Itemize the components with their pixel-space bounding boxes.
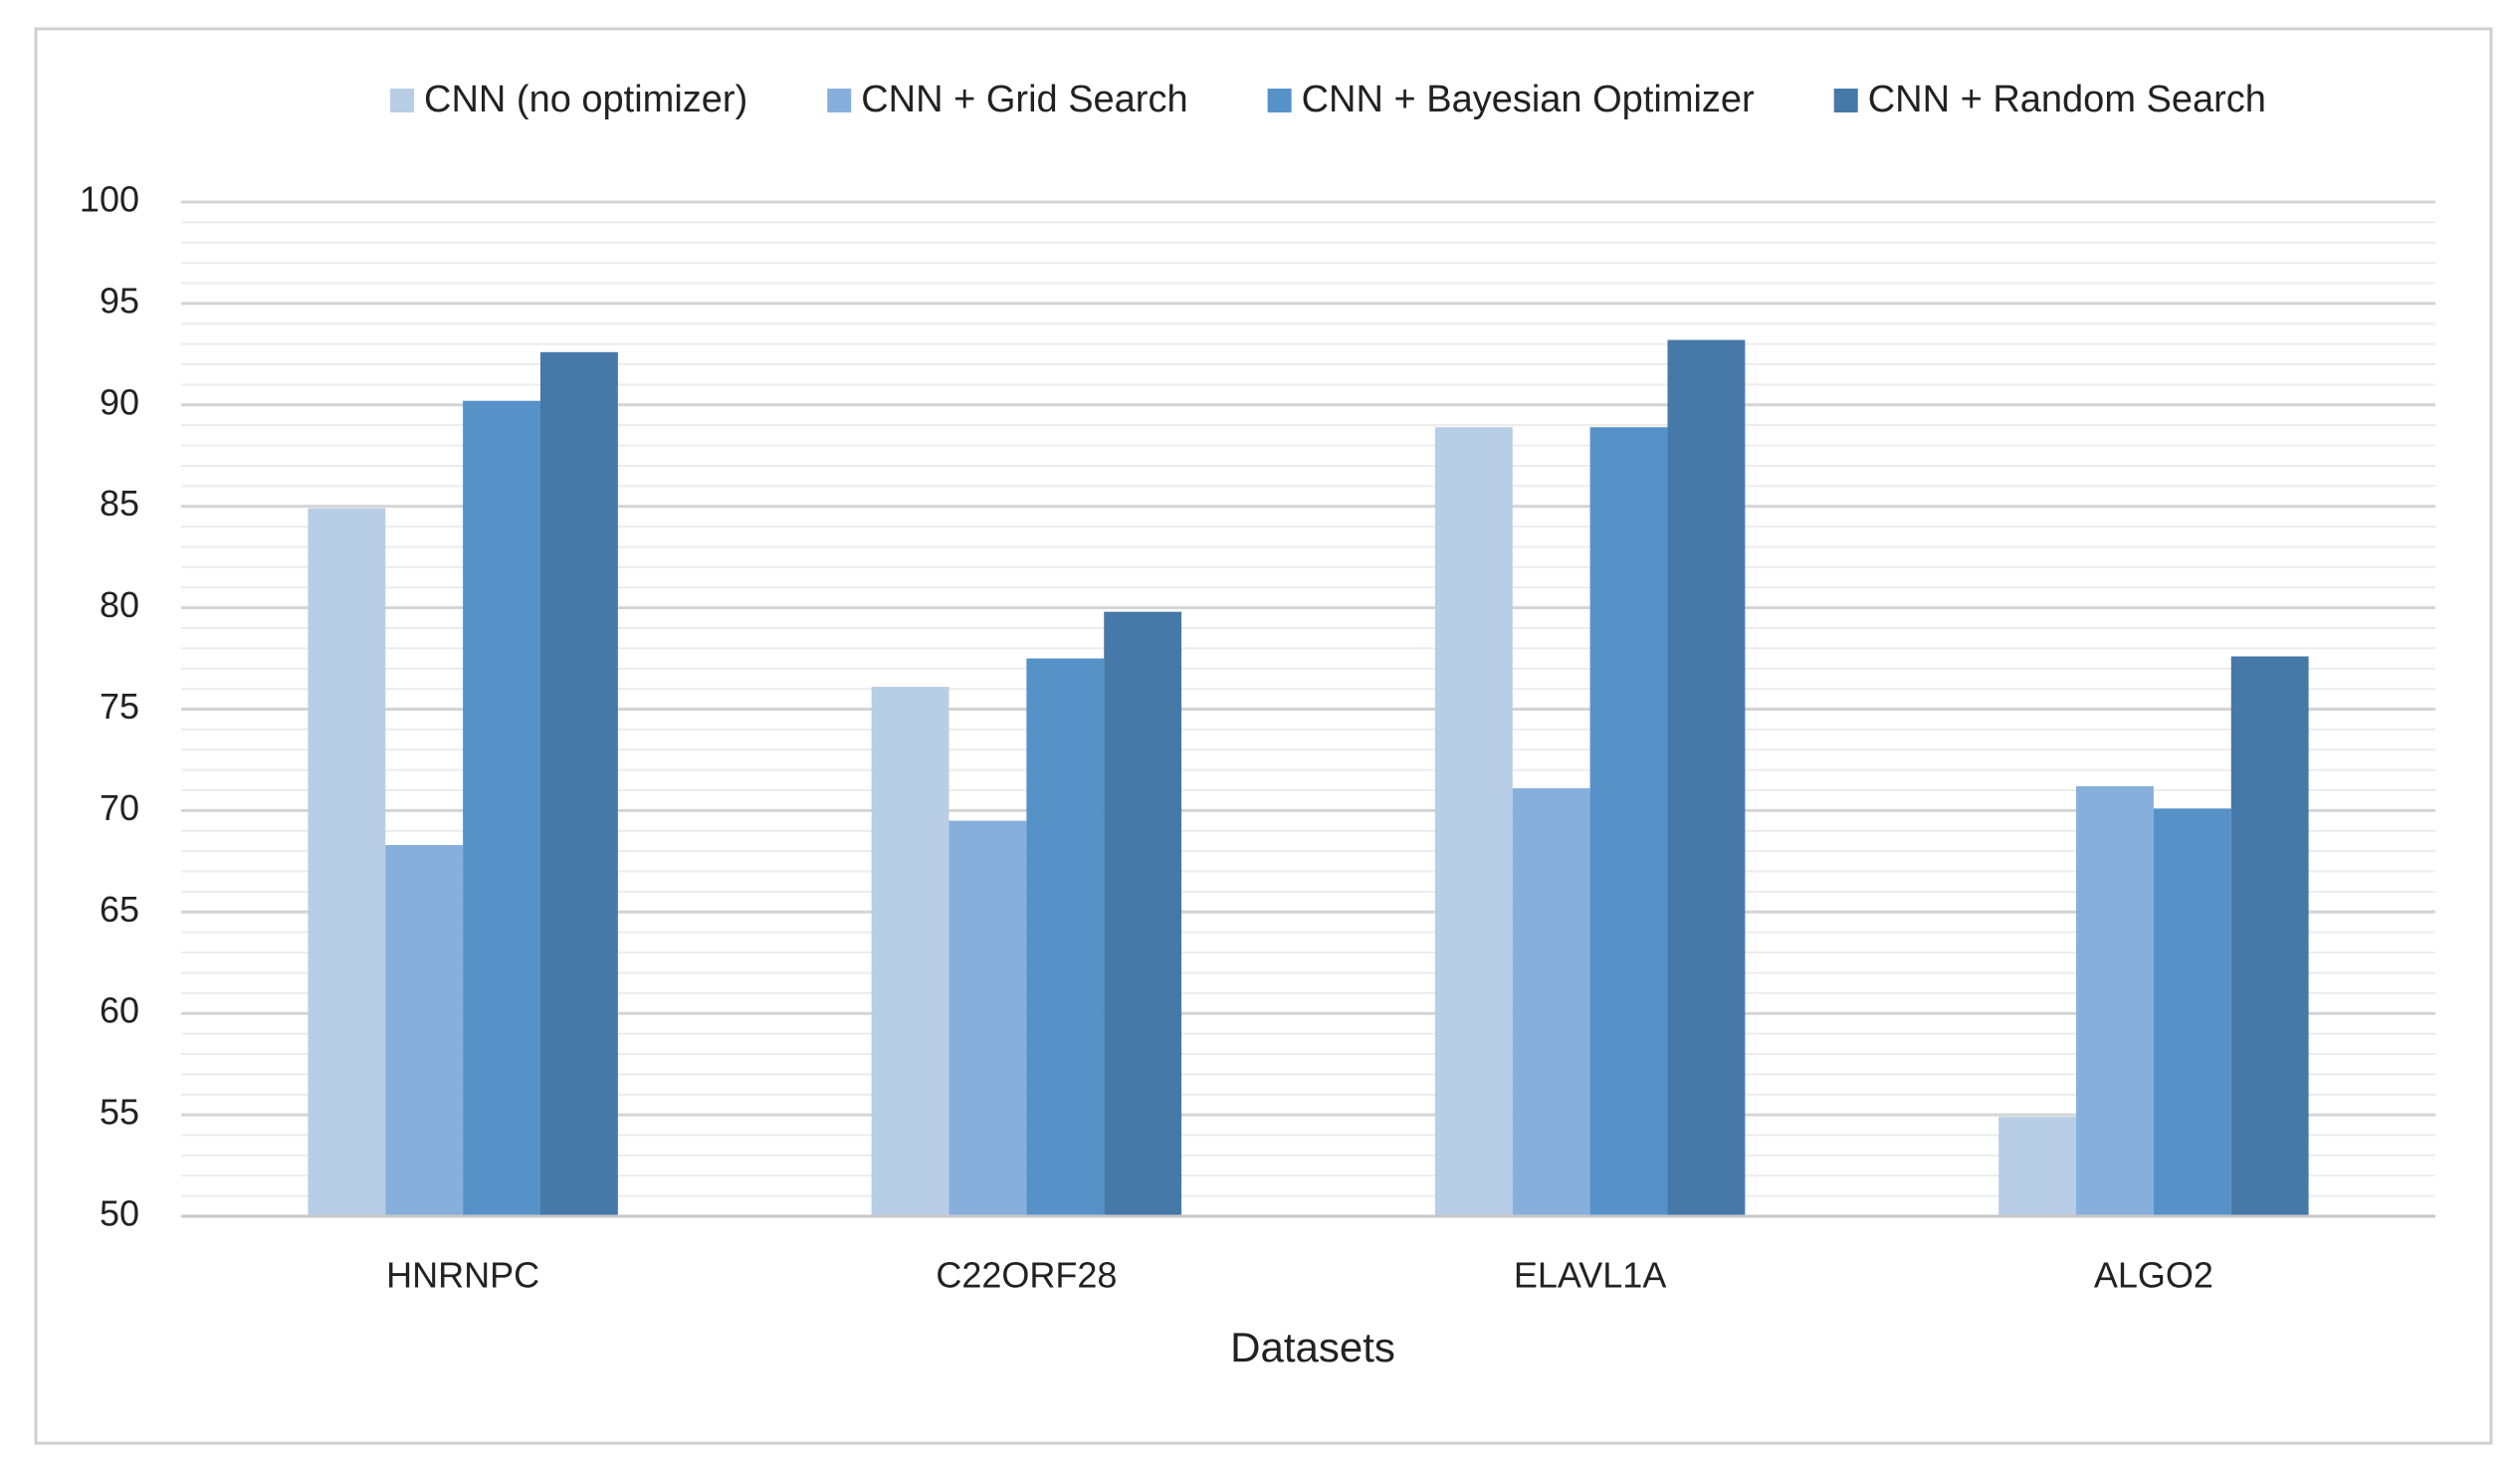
- y-tick-label: 60: [100, 990, 139, 1031]
- legend-label: CNN + Bayesian Optimizer: [1302, 79, 1755, 120]
- bar: [1026, 658, 1105, 1216]
- x-tick-label: C22ORF28: [936, 1255, 1117, 1296]
- legend-swatch: [1833, 89, 1858, 112]
- y-tick-label: 50: [100, 1193, 139, 1234]
- bar: [308, 508, 386, 1216]
- bar: [871, 687, 949, 1216]
- y-tick-label: 90: [100, 381, 139, 422]
- bar: [1998, 1117, 2077, 1216]
- bar: [1589, 427, 1668, 1216]
- y-tick-label: 65: [100, 889, 139, 930]
- y-tick-label: 70: [100, 787, 139, 828]
- legend-label: CNN + Grid Search: [861, 79, 1187, 120]
- x-tick-label: ALGO2: [2094, 1255, 2213, 1296]
- legend-label: CNN + Random Search: [1868, 79, 2266, 120]
- bar: [1104, 611, 1182, 1216]
- bar: [385, 845, 464, 1216]
- bar: [463, 400, 540, 1216]
- legend-swatch: [1267, 89, 1292, 112]
- y-tick-label: 100: [80, 179, 139, 220]
- bar: [948, 820, 1027, 1216]
- y-tick-label: 75: [100, 686, 139, 727]
- y-tick-label: 80: [100, 584, 139, 625]
- chart-frame: [34, 27, 2493, 1445]
- bar: [2230, 656, 2309, 1216]
- y-tick-label: 85: [100, 483, 139, 524]
- x-tick-label: HNRNPC: [386, 1255, 539, 1296]
- bar: [1667, 339, 1746, 1217]
- x-axis-title: Datasets: [1230, 1324, 1395, 1371]
- bar: [2076, 785, 2154, 1216]
- legend-label: CNN (no optimizer): [424, 79, 747, 120]
- bar: [539, 351, 618, 1216]
- x-tick-label: ELAVL1A: [1514, 1255, 1666, 1296]
- bar: [1512, 787, 1590, 1216]
- legend-swatch: [390, 89, 415, 112]
- legend-swatch: [827, 89, 852, 112]
- bar: [1434, 427, 1513, 1216]
- y-tick-label: 95: [100, 280, 139, 320]
- y-tick-label: 55: [100, 1092, 139, 1133]
- bar: [2153, 808, 2231, 1216]
